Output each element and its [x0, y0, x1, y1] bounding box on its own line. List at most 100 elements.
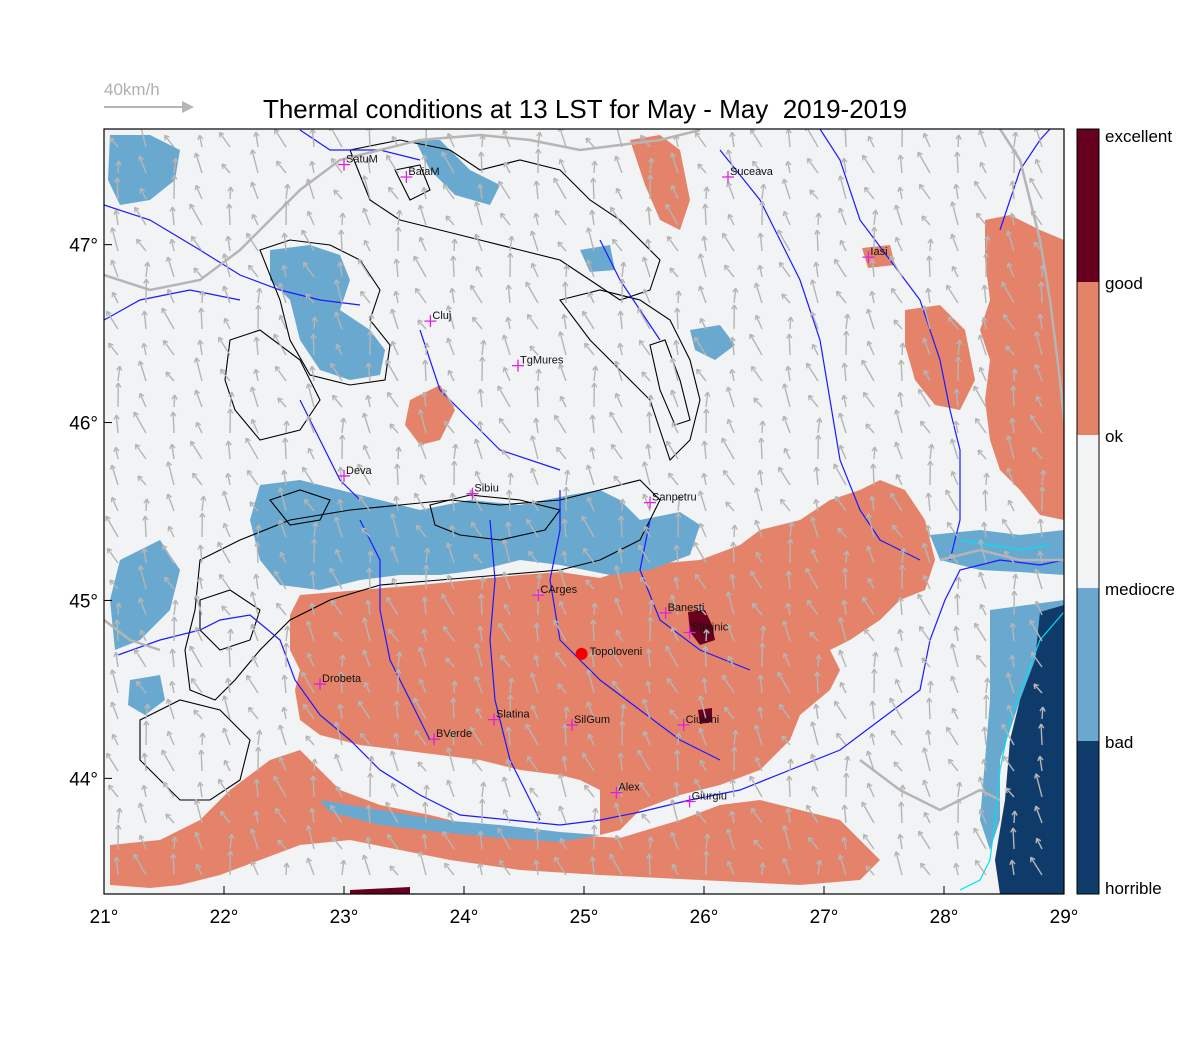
colorbar-good [1077, 282, 1099, 435]
wind-arrow [673, 339, 680, 356]
wind-arrow [303, 498, 315, 512]
wind-arrow [695, 368, 707, 382]
wind-arrow [673, 781, 680, 798]
city-marker-bverde: BVerde [428, 728, 472, 746]
wind-arrow [809, 516, 819, 538]
city-markers: SatuM BaiaM Suceava Iasi Cluj TgMures Deva Sibi… [314, 154, 888, 808]
wind-arrow [359, 290, 371, 304]
wind-arrow [450, 255, 457, 278]
wind-arrow [760, 625, 767, 642]
wind-arrow [611, 238, 623, 252]
wind-arrow [613, 802, 623, 824]
wind-arrow [535, 368, 542, 382]
wind-arrow [218, 131, 231, 148]
wind-arrow [591, 382, 598, 408]
wind-arrow [365, 362, 372, 382]
wind-arrow [974, 859, 987, 876]
wind-arrow [331, 394, 343, 408]
plus-icon [683, 795, 696, 808]
wind-arrow [114, 619, 121, 642]
wind-arrow [781, 383, 791, 408]
wind-arrow [614, 155, 623, 174]
wind-arrow [1037, 755, 1044, 772]
wind-arrow [753, 487, 763, 512]
wind-arrow [387, 628, 399, 642]
wind-arrow [979, 603, 987, 616]
wind-arrow [754, 756, 763, 772]
wind-arrow [306, 415, 315, 434]
wind-arrow [557, 331, 567, 356]
colorbar-label-horrible: horrible [1105, 879, 1162, 898]
wind-arrow [307, 447, 315, 460]
wind-arrow [1006, 467, 1015, 486]
x-tick-label: 21° [90, 907, 119, 928]
wind-arrow [894, 678, 903, 694]
wind-arrow [141, 547, 148, 564]
wind-arrow [781, 293, 791, 304]
wind-arrow [389, 308, 399, 330]
wind-arrow [921, 542, 931, 564]
wind-arrow [163, 134, 175, 148]
wind-arrow [105, 515, 119, 538]
wind-arrow [166, 730, 175, 746]
wind-arrow [837, 527, 847, 538]
wind-arrow [533, 654, 540, 668]
wind-arrow [617, 752, 624, 772]
wind-arrow [754, 519, 763, 538]
wind-arrow [862, 391, 875, 408]
wind-arrow [611, 680, 623, 694]
wind-arrow [137, 360, 147, 382]
wind-arrow [359, 732, 371, 746]
wind-arrow [305, 178, 315, 200]
wind-arrow [813, 466, 820, 486]
wind-arrow [725, 501, 735, 512]
wind-arrow [675, 512, 682, 538]
wind-arrow [811, 343, 819, 356]
wind-arrow [669, 267, 679, 278]
wind-arrow [225, 677, 232, 694]
wind-arrow [975, 212, 987, 226]
wind-arrow [731, 746, 738, 772]
plus-icon [683, 626, 696, 639]
wind-arrow [729, 573, 736, 590]
wind-arrow [645, 648, 652, 668]
wind-arrow [1039, 706, 1046, 720]
wind-arrow [641, 371, 651, 382]
wind-arrow [704, 391, 711, 408]
wind-arrow [529, 672, 539, 694]
wind-arrow [639, 134, 651, 148]
wind-arrow [866, 782, 875, 798]
wind-arrow [357, 463, 371, 486]
wind-arrow [813, 261, 820, 278]
wind-arrow [361, 175, 371, 200]
wind-arrow [750, 129, 763, 148]
wind-arrow [889, 697, 903, 720]
wind-arrow [754, 314, 763, 330]
wind-arrow [643, 525, 651, 538]
wind-arrow [694, 778, 707, 798]
wind-arrow [110, 496, 119, 512]
wind-arrow [955, 356, 962, 382]
wind-arrow [921, 215, 931, 226]
wind-arrow [641, 698, 651, 720]
wind-arrow [535, 148, 542, 174]
wind-arrows [105, 129, 1047, 876]
city-marker-satum: SatuM [338, 154, 378, 171]
wind-arrow [647, 836, 654, 850]
wind-arrow [498, 180, 511, 200]
wind-arrow [554, 209, 567, 226]
wind-arrow [474, 470, 483, 486]
city-label: Deva [346, 465, 373, 477]
wind-arrow [301, 229, 315, 252]
wind-arrow [135, 238, 147, 252]
wind-arrow [757, 469, 764, 486]
wind-arrow [141, 752, 148, 772]
wind-arrow [926, 255, 933, 278]
wind-arrow [558, 600, 567, 616]
wind-arrow [305, 735, 315, 746]
wind-arrow [138, 834, 147, 850]
wind-arrow [138, 392, 147, 408]
wind-arrow [839, 239, 847, 252]
wind-arrow [787, 538, 794, 564]
wind-arrow [953, 625, 960, 642]
